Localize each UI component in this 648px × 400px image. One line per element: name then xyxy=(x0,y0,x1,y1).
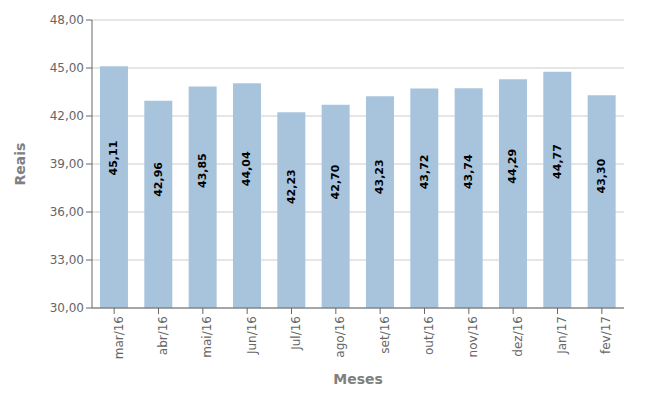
svg-text:45,00: 45,00 xyxy=(50,61,84,75)
svg-text:nov/16: nov/16 xyxy=(466,316,480,357)
svg-text:43,23: 43,23 xyxy=(373,159,386,194)
svg-text:36,00: 36,00 xyxy=(50,205,84,219)
svg-text:Jan/17: Jan/17 xyxy=(555,316,569,355)
svg-text:Jul/16: Jul/16 xyxy=(289,316,303,351)
svg-text:mar/16: mar/16 xyxy=(112,316,126,359)
svg-text:43,85: 43,85 xyxy=(196,153,209,188)
svg-text:42,23: 42,23 xyxy=(285,169,298,204)
svg-text:33,00: 33,00 xyxy=(50,253,84,267)
svg-text:39,00: 39,00 xyxy=(50,157,84,171)
svg-text:42,00: 42,00 xyxy=(50,109,84,123)
svg-text:45,11: 45,11 xyxy=(107,141,120,176)
svg-text:dez/16: dez/16 xyxy=(511,316,525,357)
svg-text:ago/16: ago/16 xyxy=(333,316,347,358)
svg-text:42,70: 42,70 xyxy=(329,164,342,199)
svg-text:out/16: out/16 xyxy=(422,316,436,355)
svg-text:30,00: 30,00 xyxy=(50,301,84,315)
svg-text:fev/17: fev/17 xyxy=(599,316,613,354)
svg-text:43,72: 43,72 xyxy=(418,154,431,189)
svg-text:42,96: 42,96 xyxy=(152,162,165,197)
svg-text:43,74: 43,74 xyxy=(462,154,475,189)
svg-text:43,30: 43,30 xyxy=(595,158,608,193)
svg-text:mai/16: mai/16 xyxy=(200,316,214,358)
svg-text:Meses: Meses xyxy=(333,371,383,387)
svg-text:44,77: 44,77 xyxy=(551,144,564,179)
svg-text:Reais: Reais xyxy=(12,143,28,186)
svg-text:48,00: 48,00 xyxy=(50,13,84,27)
svg-text:44,04: 44,04 xyxy=(240,151,253,186)
svg-text:Jun/16: Jun/16 xyxy=(245,316,259,355)
svg-text:44,29: 44,29 xyxy=(506,149,519,184)
svg-text:set/16: set/16 xyxy=(378,316,392,354)
svg-text:abr/16: abr/16 xyxy=(156,316,170,355)
